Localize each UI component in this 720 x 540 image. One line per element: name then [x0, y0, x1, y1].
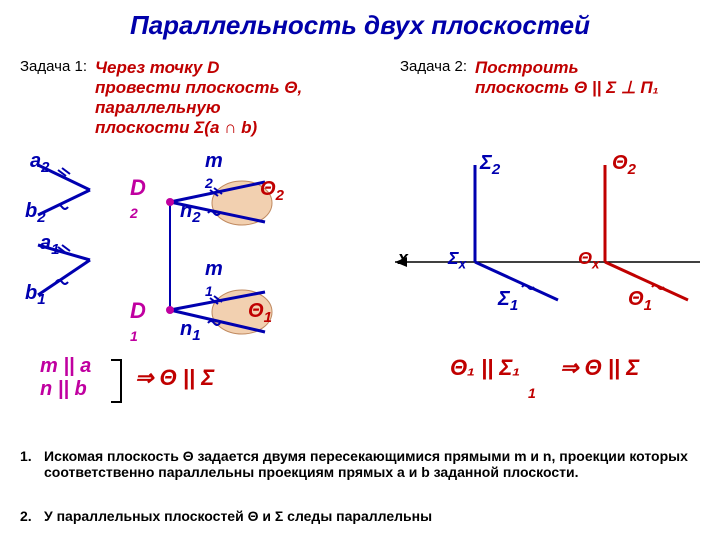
lbl-T2: Θ2 — [612, 152, 636, 178]
note2-num: 2. — [20, 508, 32, 524]
concl2a: Θ₁ || Σ₁ — [450, 355, 520, 381]
concl2b: ⇒ Θ || Σ — [560, 355, 639, 381]
lbl-S1: Σ1 — [498, 288, 518, 314]
note1: Искомая плоскость Θ задается двумя перес… — [44, 448, 704, 480]
lbl-Tx: Θx — [578, 248, 600, 272]
concl2a-sub: 1 — [528, 385, 536, 401]
lbl-Sx: Σx — [448, 248, 466, 272]
lbl-T1: Θ1 — [628, 288, 652, 314]
lbl-x: x — [398, 248, 408, 269]
note1-num: 1. — [20, 448, 32, 464]
note2: У параллельных плоскостей Θ и Σ следы па… — [44, 508, 704, 524]
lbl-S2: Σ2 — [480, 152, 500, 178]
